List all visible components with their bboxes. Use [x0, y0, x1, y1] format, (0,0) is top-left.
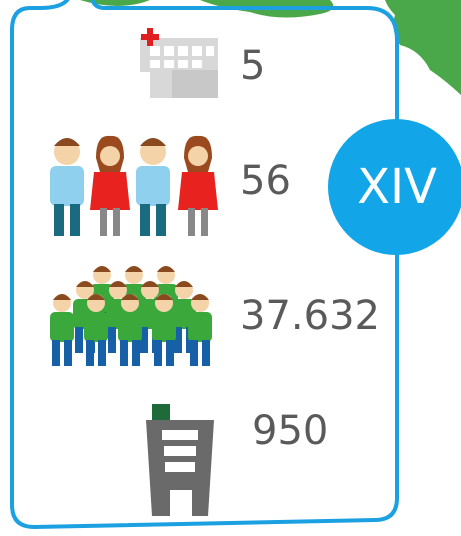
badge-circle — [328, 119, 461, 255]
hospital-count: 5 — [240, 43, 265, 89]
crowd-person — [188, 294, 212, 366]
crowd-person — [118, 294, 142, 366]
building-icon — [146, 404, 214, 516]
badge-label: XIV — [357, 159, 437, 215]
map-background — [80, 0, 461, 95]
crowd-person — [50, 294, 74, 366]
crowd-icon — [50, 266, 212, 366]
hospital-icon — [140, 28, 218, 98]
population-count: 37.632 — [240, 293, 380, 339]
crowd-person — [84, 294, 108, 366]
family-icon — [50, 135, 218, 236]
family-count: 56 — [240, 158, 291, 204]
card-border — [10, 0, 399, 530]
building-count: 950 — [252, 408, 328, 454]
crowd-person — [152, 294, 176, 366]
